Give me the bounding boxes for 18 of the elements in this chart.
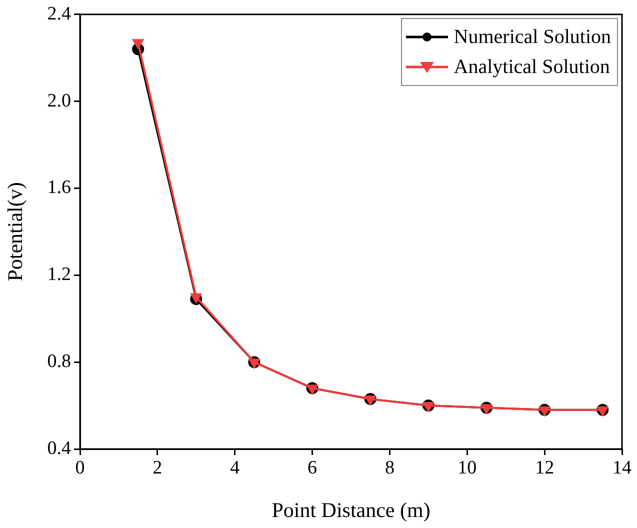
y-axis-title: Potential(v) [3,182,28,282]
y-tick-label: 0.8 [47,351,71,372]
y-tick-label: 1.2 [47,264,71,286]
x-tick-label: 12 [535,457,554,478]
x-tick-label: 10 [458,457,477,478]
x-tick-label: 14 [612,457,632,478]
x-tick-label: 2 [152,457,162,478]
legend-label: Numerical Solution [454,26,611,49]
y-tick-label: 0.4 [47,438,72,459]
x-tick-label: 6 [308,457,318,478]
x-tick-label: 4 [230,457,240,478]
x-tick-label: 8 [384,457,394,478]
y-tick-label: 2.0 [47,90,71,112]
y-tick-label: 2.4 [47,3,72,24]
x-tick-label: 0 [75,457,85,478]
y-tick-label: 1.6 [47,177,71,198]
x-axis-title: Point Distance (m) [272,498,430,522]
legend-label: Analytical Solution [454,56,610,79]
